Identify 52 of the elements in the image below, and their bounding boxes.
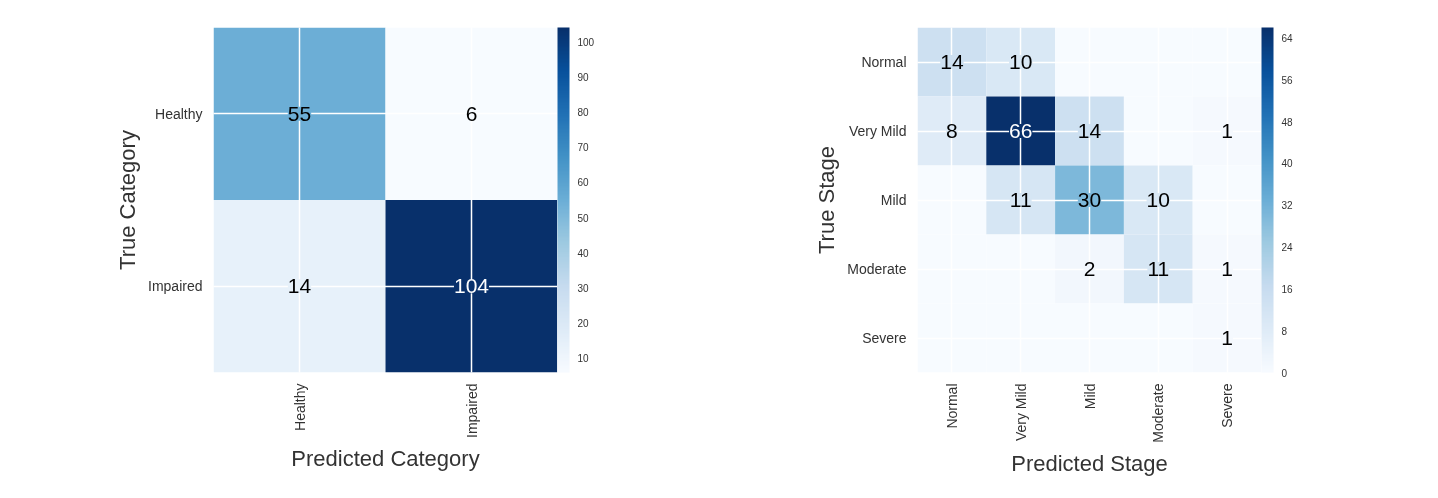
x-tick-label: Mild [1081, 383, 1098, 410]
data-label: 30 [1077, 188, 1102, 211]
x-axis-title: Predicted Category [291, 445, 480, 471]
data-label: 6 [465, 101, 478, 125]
color-bar-label: 90 [577, 71, 590, 83]
color-bar-label: 60 [577, 177, 590, 189]
data-label: 55 [287, 101, 312, 125]
color-bar-label: 20 [577, 318, 590, 330]
data-label: 14 [287, 274, 312, 298]
color-bar-label: 80 [577, 106, 590, 118]
data-label: 1 [1221, 119, 1233, 142]
color-bar-label: 32 [1281, 200, 1294, 212]
color-bar-label: 40 [577, 247, 590, 259]
color-bar-label: 64 [1281, 32, 1294, 44]
data-label: 10 [1009, 50, 1033, 73]
color-bar-label: 30 [577, 283, 590, 295]
x-tick-label: Very Mild [1012, 383, 1029, 442]
data-label: 66 [1009, 119, 1033, 142]
data-label: 8 [946, 119, 958, 142]
y-axis-title: True Stage [814, 145, 840, 255]
data-label: 10 [1146, 188, 1170, 211]
color-bar-label: 24 [1281, 242, 1294, 254]
x-tick-label: Moderate [1150, 383, 1167, 443]
data-label: 14 [940, 50, 964, 73]
y-tick-label: Severe [862, 330, 907, 346]
color-bar-label: 8 [1281, 325, 1288, 337]
data-label: 1 [1221, 326, 1233, 349]
data-label: 104 [453, 274, 490, 298]
color-bar-label: 10 [577, 353, 590, 365]
color-bar-label: 100 [577, 36, 595, 48]
x-tick-label: Normal [943, 383, 960, 429]
color-bar-label: 40 [1281, 158, 1294, 170]
y-tick-label: Mild [880, 192, 907, 208]
x-tick-label: Healthy [291, 383, 308, 431]
data-label: 14 [1077, 119, 1102, 142]
color-bar-label: 48 [1281, 116, 1294, 128]
y-axis-title: True Category [115, 130, 141, 270]
data-label: 11 [1147, 257, 1170, 280]
x-tick-label: Severe [1219, 383, 1236, 428]
data-label: 2 [1083, 257, 1096, 280]
x-axis-title: Predicted Stage [1011, 450, 1168, 476]
y-tick-label: Normal [861, 54, 907, 70]
color-bar-label: 16 [1281, 283, 1294, 295]
color-bar-label: 0 [1281, 367, 1288, 379]
data-label: 1 [1221, 257, 1233, 280]
x-tick-label: Impaired [463, 383, 480, 438]
color-bar-label: 56 [1281, 74, 1294, 86]
y-tick-label: Moderate [847, 261, 907, 277]
color-bar-label: 50 [577, 212, 590, 224]
color-bar-label: 70 [577, 142, 590, 154]
data-label: 11 [1009, 188, 1032, 211]
y-tick-label: Very Mild [848, 123, 907, 139]
